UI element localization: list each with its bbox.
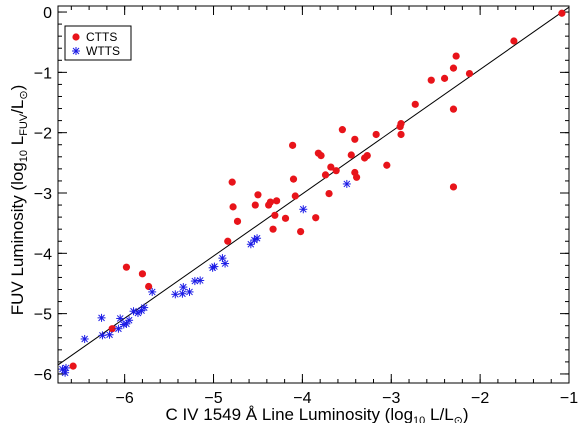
x-axis-label: C IV 1549 Å Line Luminosity (log10 L/L⊙) — [165, 405, 468, 423]
fit-line — [57, 6, 570, 366]
ctts-point — [229, 203, 237, 211]
ctts-point — [281, 214, 290, 222]
x-tick-label: −2 — [471, 390, 489, 407]
wtts-point — [179, 283, 188, 292]
ctts-point — [224, 237, 232, 245]
ctts-point — [351, 135, 359, 143]
wtts-point — [190, 277, 199, 286]
wtts-point — [196, 276, 205, 285]
wtts-point — [208, 263, 217, 272]
ctts-point — [145, 282, 153, 291]
ctts-point — [271, 211, 279, 219]
ctts-point — [347, 151, 355, 159]
legend-marker-wtts — [72, 47, 80, 55]
ctts-point — [558, 9, 566, 17]
ctts-point — [265, 201, 273, 209]
ctts-point — [108, 325, 116, 333]
ctts-point — [465, 69, 474, 78]
wtts-point — [114, 324, 123, 333]
wtts-point — [80, 334, 89, 343]
ctts-point — [228, 178, 236, 186]
plot-frame — [57, 5, 570, 384]
x-tick-label: −5 — [204, 390, 222, 407]
ctts-point — [69, 362, 77, 370]
ctts-point — [325, 189, 333, 198]
legend-label-wtts: WTTS — [86, 44, 120, 58]
wtts-point — [246, 240, 255, 249]
ctts-point — [122, 263, 131, 271]
wtts-point — [299, 205, 308, 214]
data-points — [58, 9, 566, 377]
ctts-point — [361, 154, 369, 162]
wtts-point — [178, 289, 187, 298]
y-tick-label: −6 — [34, 367, 52, 384]
ctts-point — [449, 105, 458, 113]
ctts-point — [321, 171, 330, 179]
y-tick-label: −1 — [34, 65, 52, 82]
ctts-point — [297, 227, 305, 236]
ctts-point — [452, 52, 460, 60]
ctts-point — [233, 217, 242, 225]
legend: CTTS WTTS — [64, 25, 132, 61]
ctts-point — [289, 141, 297, 149]
ctts-point — [510, 37, 518, 45]
ctts-point — [289, 175, 298, 183]
wtts-point — [119, 320, 128, 329]
wtts-point — [129, 307, 138, 316]
ctts-point — [449, 183, 458, 191]
ctts-point — [269, 225, 277, 233]
y-tick-label: −2 — [34, 126, 52, 143]
ctts-point — [312, 214, 320, 222]
ctts-point — [273, 197, 281, 205]
legend-marker-ctts — [72, 33, 80, 41]
y-tick-label: −3 — [34, 186, 52, 203]
ctts-point — [353, 173, 361, 181]
ctts-point — [138, 270, 147, 278]
ctts-point — [332, 167, 340, 175]
ctts-point — [440, 74, 449, 82]
ctts-point — [291, 192, 299, 200]
wtts-point — [221, 259, 230, 268]
wtts-point — [116, 314, 125, 323]
y-tick-label: −5 — [34, 307, 52, 324]
ctts-point — [449, 64, 458, 72]
y-tick-label: −4 — [34, 246, 52, 263]
ctts-point — [251, 201, 259, 209]
x-tick-label: −4 — [293, 390, 311, 407]
wtts-point — [61, 368, 70, 377]
ctts-point — [383, 161, 391, 169]
ctts-point — [254, 191, 262, 199]
axis-ticks: −6 −5 −4 −3 −2 −1 0 −1 −2 −3 −4 −5 −6 — [34, 5, 578, 407]
wtts-point — [148, 287, 157, 296]
legend-label-ctts: CTTS — [86, 30, 117, 44]
ctts-point — [338, 126, 346, 134]
y-tick-label: 0 — [43, 5, 52, 22]
y-axis-label: FUV Luminosity (log10 LFUV/L⊙) — [8, 85, 30, 316]
wtts-point — [218, 254, 227, 263]
wtts-point — [105, 330, 114, 339]
ctts-point — [411, 100, 419, 108]
ctts-point — [327, 163, 335, 171]
x-tick-label: −6 — [116, 390, 134, 407]
wtts-point — [171, 290, 180, 299]
wtts-point — [185, 287, 194, 296]
wtts-point — [97, 313, 106, 322]
wtts-point — [342, 179, 351, 188]
ctts-point — [372, 130, 380, 139]
x-tick-label: −3 — [382, 390, 400, 407]
ctts-point — [314, 149, 322, 157]
ctts-point — [427, 76, 435, 84]
ctts-point — [396, 123, 404, 131]
wtts-point — [98, 331, 107, 340]
x-tick-label: −1 — [560, 390, 578, 407]
ctts-point — [397, 130, 405, 139]
